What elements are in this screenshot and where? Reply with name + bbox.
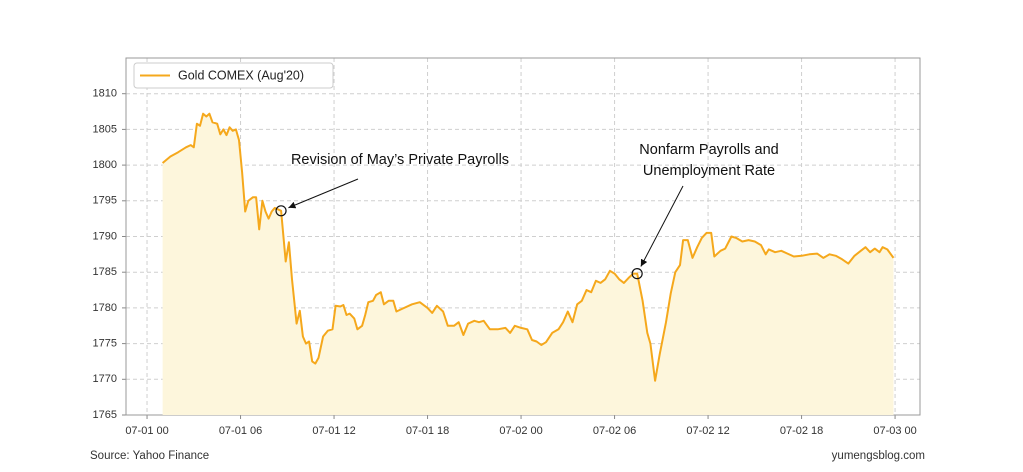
y-tick-label: 1800 bbox=[93, 159, 117, 171]
y-tick-label: 1805 bbox=[93, 123, 117, 135]
annotation-arrow bbox=[288, 178, 359, 209]
annotation-text: Nonfarm Payrolls and bbox=[639, 142, 778, 158]
x-tick-label: 07-02 06 bbox=[593, 425, 636, 437]
legend-box bbox=[133, 62, 334, 89]
y-tick-label: 1775 bbox=[93, 338, 117, 350]
legend-label: Gold COMEX (Aug'20) bbox=[178, 68, 304, 82]
y-tick-label: 1785 bbox=[93, 266, 117, 278]
y-tick-label: 1770 bbox=[93, 373, 117, 385]
source: Source: Yahoo Finance bbox=[90, 450, 209, 462]
annotation-point bbox=[275, 205, 287, 217]
x-tick-label: 07-02 00 bbox=[499, 425, 542, 437]
y-tick-label: 1780 bbox=[93, 302, 117, 314]
line bbox=[161, 112, 895, 382]
x-tick-label: 07-02 12 bbox=[686, 425, 729, 437]
y-tick-label: 1790 bbox=[93, 230, 117, 242]
credit: yumengsblog.com bbox=[832, 450, 925, 462]
area bbox=[162, 113, 894, 415]
x-tick-label: 07-01 00 bbox=[125, 425, 168, 437]
x-tick-label: 07-01 12 bbox=[312, 425, 355, 437]
x-tick-label: 07-01 18 bbox=[406, 425, 449, 437]
annotation-text: Unemployment Rate bbox=[643, 163, 775, 179]
annotation-point bbox=[631, 268, 643, 280]
y-tick-label: 1795 bbox=[93, 195, 117, 207]
annotation-text: Revision of May’s Private Payrolls bbox=[291, 152, 509, 168]
annotation-arrow bbox=[640, 185, 684, 267]
x-tick-label: 07-03 00 bbox=[873, 425, 916, 437]
x-tick-label: 07-01 06 bbox=[219, 425, 262, 437]
y-tick-label: 1765 bbox=[93, 409, 117, 421]
x-tick-label: 07-02 18 bbox=[780, 425, 823, 437]
y-tick-label: 1810 bbox=[93, 88, 117, 100]
